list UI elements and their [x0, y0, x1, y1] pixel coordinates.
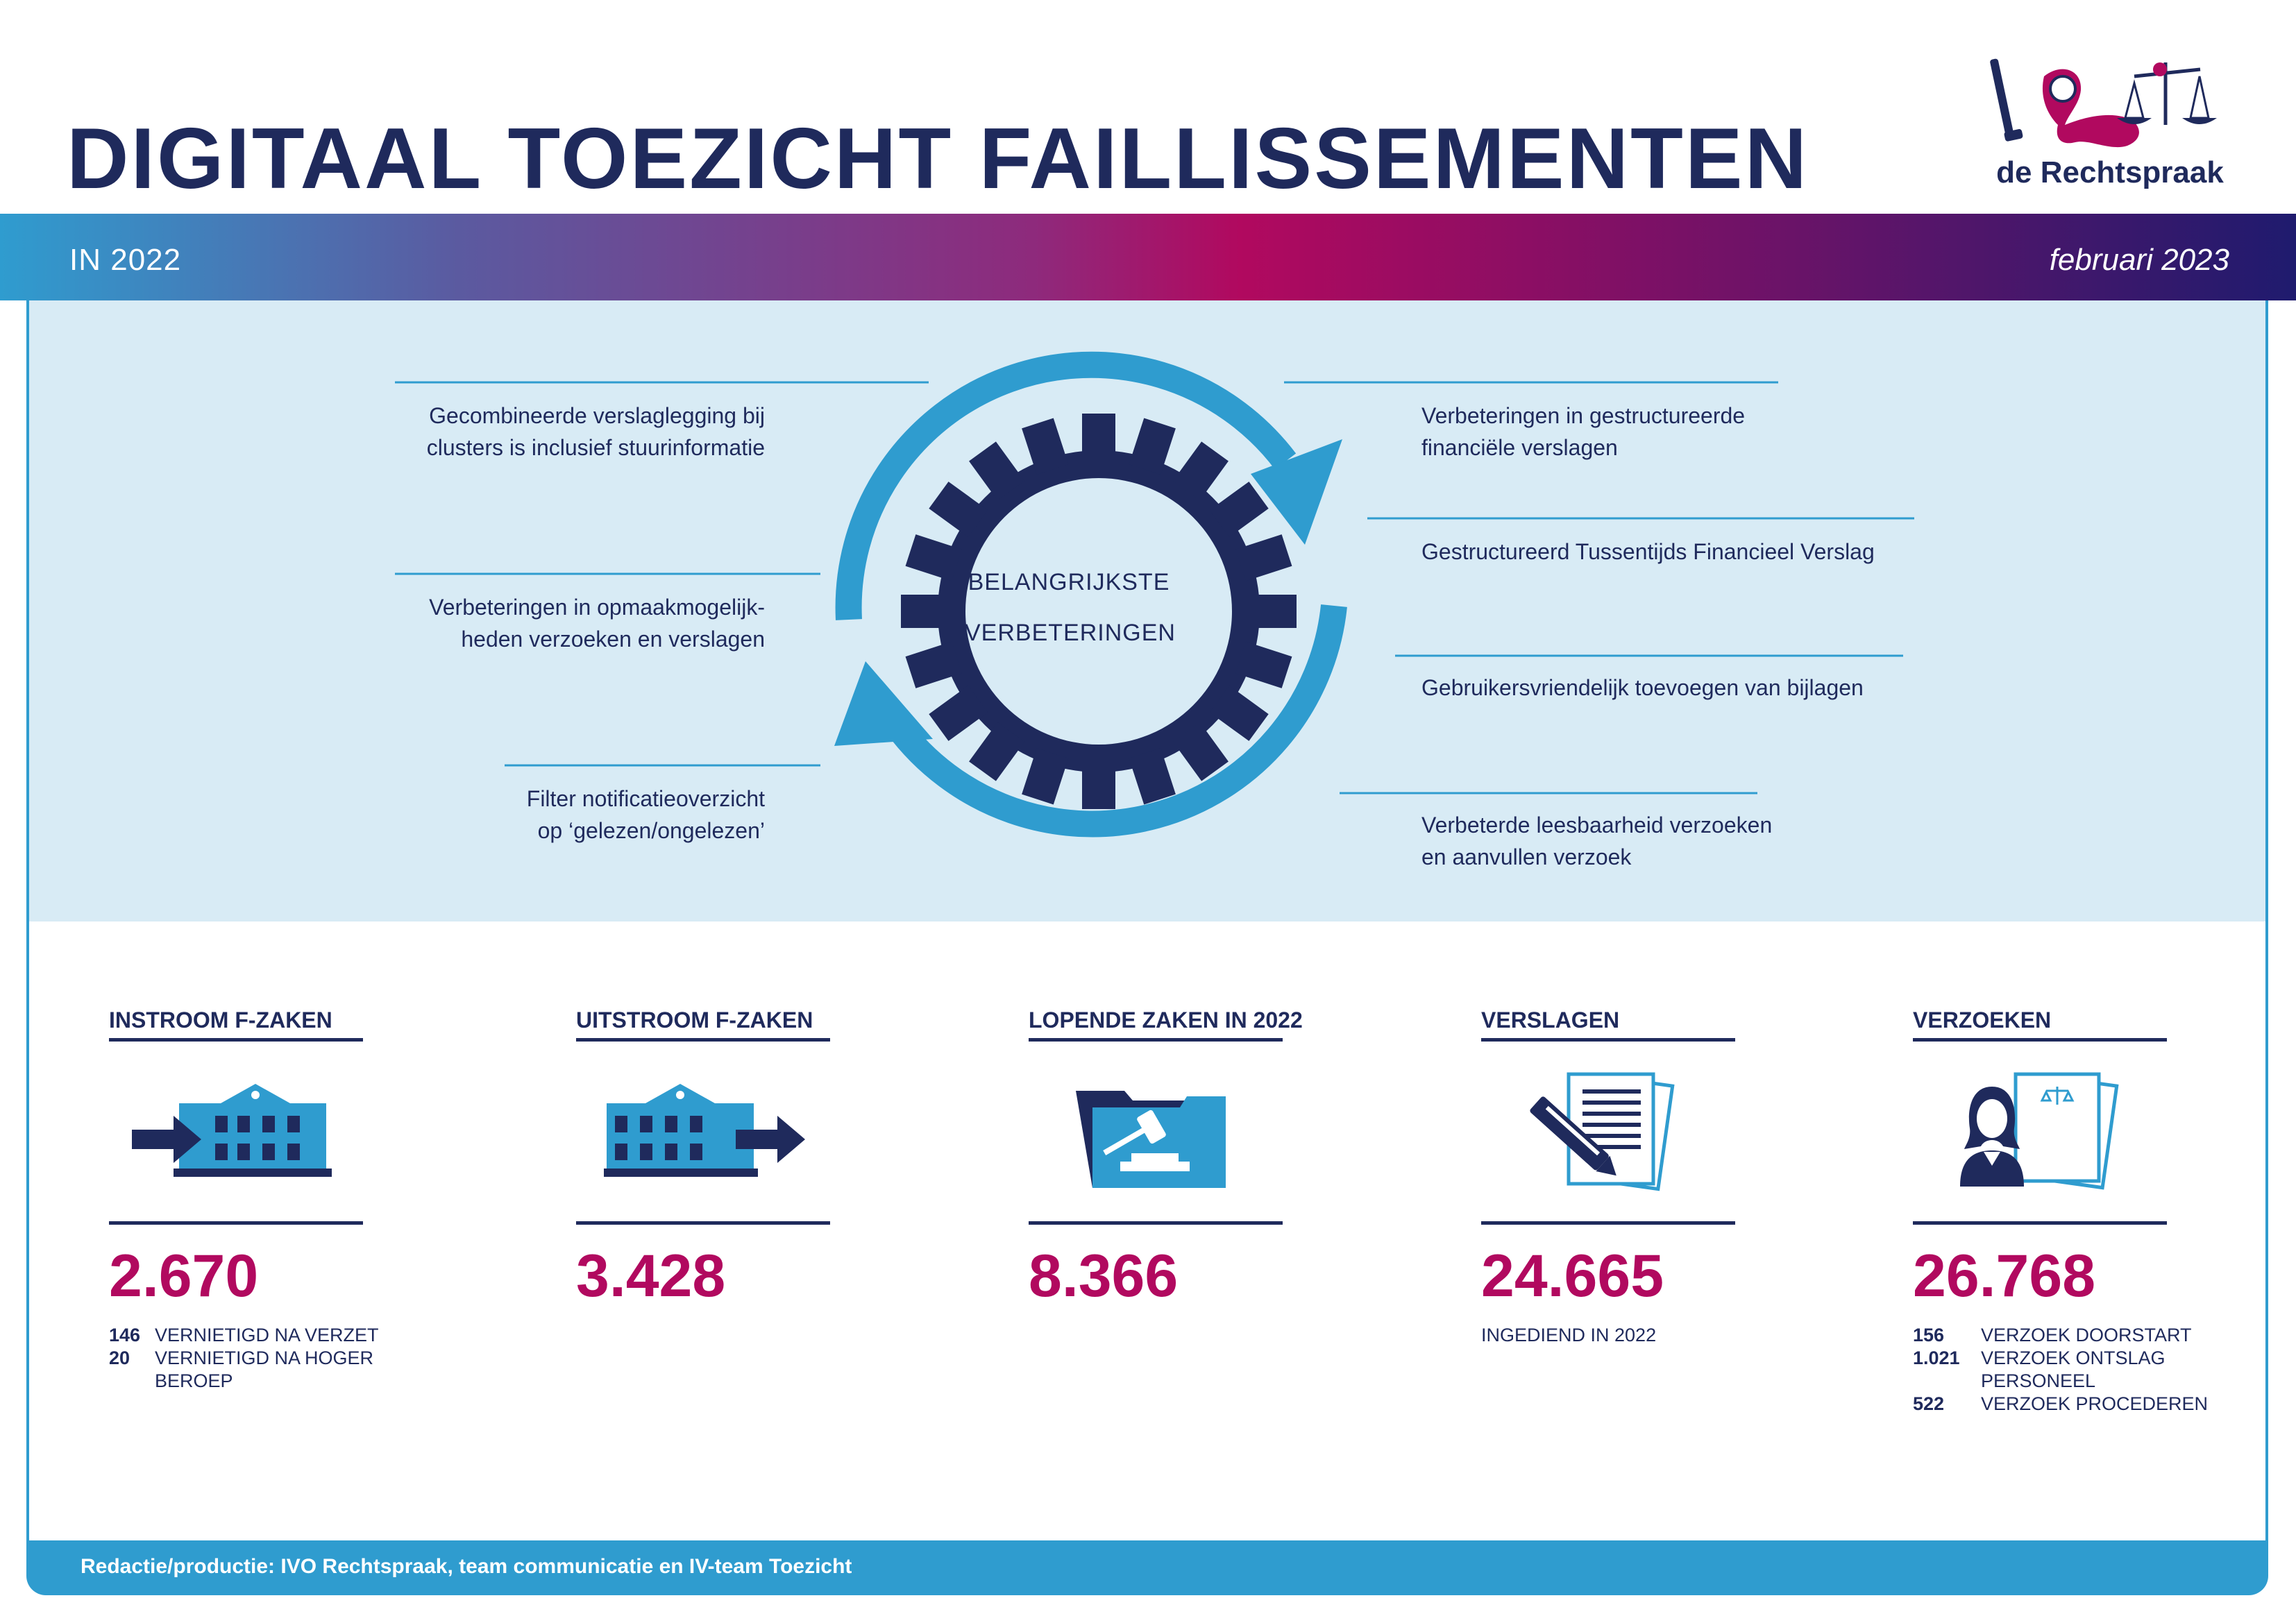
- person-document-icon: [1960, 1072, 2119, 1190]
- folder-gavel-icon: [1076, 1091, 1226, 1188]
- improvements-diagram: [395, 351, 1914, 838]
- subtitle: IN 2022: [69, 243, 182, 277]
- rechtspraak-logo-icon: [1990, 58, 2217, 148]
- gear-tooth: [1129, 418, 1176, 475]
- stat-heading-verslagen: VERSLAGEN: [1481, 1008, 1620, 1033]
- gear-tooth: [1235, 534, 1292, 581]
- stat-heading-verzoeken: VERZOEKEN: [1913, 1008, 2052, 1033]
- improvement-item-right-1: Verbeteringen in gestructureerde financi…: [1421, 403, 1746, 460]
- center-label-line2: VERBETERINGEN: [965, 620, 1176, 646]
- gear-tooth: [1172, 441, 1229, 501]
- improvement-item-right-4: Verbeterde leesbaarheid verzoeken en aan…: [1421, 813, 1773, 869]
- building-inflow-icon: [132, 1084, 332, 1177]
- stat-rule: [1481, 1221, 1735, 1225]
- header-band: [0, 214, 2296, 300]
- stat-value-uitstroom: 3.428: [576, 1243, 726, 1309]
- center-label-line1: BELANGRIJKSTE: [968, 569, 1170, 595]
- gear-tooth: [1082, 414, 1115, 462]
- gear-tooth: [969, 722, 1025, 781]
- gear-tooth: [1172, 722, 1229, 781]
- publication-date: februari 2023: [2049, 243, 2229, 277]
- stat-rule: [1029, 1038, 1283, 1042]
- logo-text: de Rechtspraak: [1996, 155, 2224, 189]
- gear-tooth: [1209, 685, 1269, 741]
- gear-tooth: [1082, 760, 1115, 809]
- document-pencil-icon: [1530, 1072, 1675, 1191]
- stat-rule: [1913, 1038, 2167, 1042]
- gear-tooth: [905, 641, 962, 688]
- stat-rule: [576, 1038, 830, 1042]
- cycle-arrows-icon: [835, 351, 1347, 838]
- stat-heading-lopende: LOPENDE ZAKEN IN 2022: [1029, 1008, 1303, 1033]
- gear-tooth: [1248, 595, 1297, 628]
- building-outflow-icon: [604, 1084, 805, 1177]
- stat-heading-uitstroom: UITSTROOM F-ZAKEN: [576, 1008, 813, 1033]
- stat-rule: [109, 1221, 363, 1225]
- gear-tooth: [929, 685, 988, 741]
- stat-value-verzoeken: 26.768: [1913, 1243, 2096, 1309]
- stat-rule: [1029, 1221, 1283, 1225]
- stat-value-instroom: 2.670: [109, 1243, 259, 1309]
- gear-tooth: [1209, 482, 1269, 538]
- footer-credit: Redactie/productie: IVO Rechtspraak, tea…: [81, 1555, 852, 1578]
- stat-rule: [1913, 1221, 2167, 1225]
- improvement-item-left-3: Filter notificatieoverzicht op ‘gelezen/…: [526, 786, 765, 843]
- stat-rule: [576, 1221, 830, 1225]
- gear-tooth: [1129, 748, 1176, 805]
- stat-details-verslagen: INGEDIEND IN 2022: [1481, 1325, 1657, 1345]
- stat-details-verzoeken: 156 VERZOEK DOORSTART 1.021 VERZOEK ONTSLA…: [1913, 1325, 2209, 1414]
- gear-tooth: [969, 441, 1025, 501]
- stat-rule: [109, 1038, 363, 1042]
- gear-tooth: [1235, 641, 1292, 688]
- gear-tooth: [905, 534, 962, 581]
- improvement-item-left-1: Gecombineerde verslaglegging bij cluster…: [426, 403, 765, 460]
- improvement-item-right-3: Gebruikersvriendelijk toevoegen van bijl…: [1421, 675, 1864, 700]
- stat-rule: [1481, 1038, 1735, 1042]
- gear-tooth: [901, 595, 949, 628]
- page-title: DIGITAAL TOEZICHT FAILLISSEMENTEN: [67, 111, 1809, 207]
- footer-bar: [29, 1540, 2265, 1595]
- stat-heading-instroom: INSTROOM F-ZAKEN: [109, 1008, 332, 1033]
- improvement-item-left-2: Verbeteringen in opmaakmogelijk- heden v…: [429, 595, 765, 652]
- stat-value-verslagen: 24.665: [1481, 1243, 1664, 1309]
- gear-tooth: [929, 482, 988, 538]
- gear-tooth: [1022, 748, 1069, 805]
- gear-tooth: [1022, 418, 1069, 475]
- improvement-item-right-2: Gestructureerd Tussentijds Financieel Ve…: [1421, 539, 1875, 564]
- stat-value-lopende: 8.366: [1029, 1243, 1179, 1309]
- stat-details-instroom: 146 VERNIETIGD NA VERZET 20 VERNIETIGD NA …: [109, 1325, 379, 1391]
